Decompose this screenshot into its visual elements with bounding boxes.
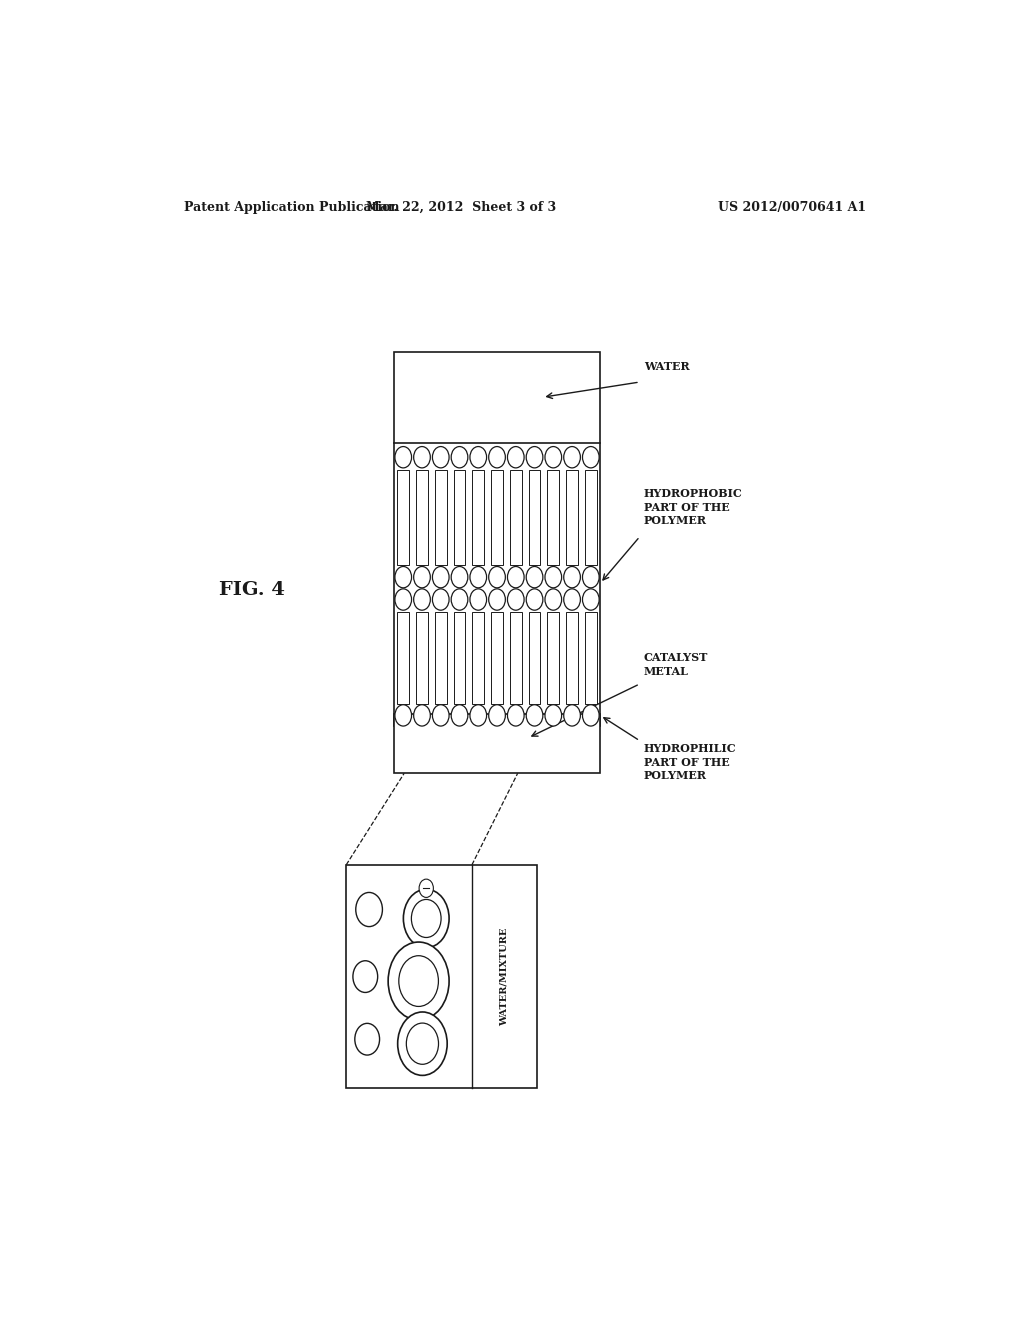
Circle shape [526, 566, 543, 587]
Circle shape [545, 589, 561, 610]
Circle shape [508, 589, 524, 610]
Circle shape [395, 705, 412, 726]
Text: FIG. 4: FIG. 4 [219, 581, 285, 599]
Bar [528, 611, 541, 704]
Circle shape [564, 589, 581, 610]
Bar [566, 470, 578, 565]
Circle shape [388, 942, 450, 1020]
Circle shape [414, 589, 430, 610]
Circle shape [583, 705, 599, 726]
Circle shape [488, 446, 506, 467]
Circle shape [470, 446, 486, 467]
Bar [435, 611, 446, 704]
Circle shape [354, 1023, 380, 1055]
Bar [346, 865, 537, 1089]
Text: US 2012/0070641 A1: US 2012/0070641 A1 [718, 201, 866, 214]
Circle shape [419, 879, 433, 898]
Circle shape [395, 566, 412, 587]
Text: CATALYST
METAL: CATALYST METAL [644, 652, 709, 677]
Bar [394, 714, 600, 774]
Text: HYDROPHILIC
PART OF THE
POLYMER: HYDROPHILIC PART OF THE POLYMER [644, 743, 736, 781]
Circle shape [545, 446, 561, 467]
Circle shape [412, 899, 441, 937]
Circle shape [355, 892, 382, 927]
Text: Patent Application Publication: Patent Application Publication [183, 201, 399, 214]
Bar [454, 470, 466, 565]
Circle shape [414, 705, 430, 726]
Circle shape [403, 890, 450, 948]
Bar [510, 611, 522, 704]
Bar [394, 351, 600, 444]
Bar [528, 470, 541, 565]
Circle shape [583, 446, 599, 467]
Circle shape [564, 705, 581, 726]
Bar [492, 470, 503, 565]
Bar [585, 611, 597, 704]
Circle shape [452, 446, 468, 467]
Circle shape [414, 446, 430, 467]
Bar [548, 470, 559, 565]
Bar [454, 611, 466, 704]
Circle shape [432, 589, 450, 610]
Circle shape [488, 566, 506, 587]
Text: WATER/MIXTURE: WATER/MIXTURE [500, 928, 509, 1026]
Circle shape [470, 589, 486, 610]
Text: WATER: WATER [644, 360, 689, 372]
Bar [435, 470, 446, 565]
Circle shape [526, 589, 543, 610]
Circle shape [398, 956, 438, 1006]
Circle shape [432, 446, 450, 467]
Text: HYDROPHOBIC
PART OF THE
POLYMER: HYDROPHOBIC PART OF THE POLYMER [644, 488, 742, 527]
Circle shape [353, 961, 378, 993]
Bar [585, 470, 597, 565]
Circle shape [470, 566, 486, 587]
Circle shape [488, 589, 506, 610]
Circle shape [526, 446, 543, 467]
Circle shape [452, 566, 468, 587]
Circle shape [395, 589, 412, 610]
Circle shape [432, 566, 450, 587]
Bar [510, 470, 522, 565]
Circle shape [583, 566, 599, 587]
Bar [397, 611, 410, 704]
Circle shape [452, 589, 468, 610]
Circle shape [564, 566, 581, 587]
Text: Mar. 22, 2012  Sheet 3 of 3: Mar. 22, 2012 Sheet 3 of 3 [367, 201, 556, 214]
Circle shape [397, 1012, 447, 1076]
Bar [492, 611, 503, 704]
Circle shape [470, 705, 486, 726]
Circle shape [508, 705, 524, 726]
Circle shape [526, 705, 543, 726]
Circle shape [432, 705, 450, 726]
Circle shape [583, 589, 599, 610]
Circle shape [407, 1023, 438, 1064]
Bar [397, 470, 410, 565]
Circle shape [488, 705, 506, 726]
Circle shape [545, 566, 561, 587]
Bar [416, 611, 428, 704]
Circle shape [414, 566, 430, 587]
Bar [416, 470, 428, 565]
Circle shape [564, 446, 581, 467]
Bar [472, 470, 484, 565]
Circle shape [508, 446, 524, 467]
Circle shape [452, 705, 468, 726]
Bar [548, 611, 559, 704]
Circle shape [508, 566, 524, 587]
Bar [566, 611, 578, 704]
Bar [472, 611, 484, 704]
Circle shape [545, 705, 561, 726]
Circle shape [395, 446, 412, 467]
